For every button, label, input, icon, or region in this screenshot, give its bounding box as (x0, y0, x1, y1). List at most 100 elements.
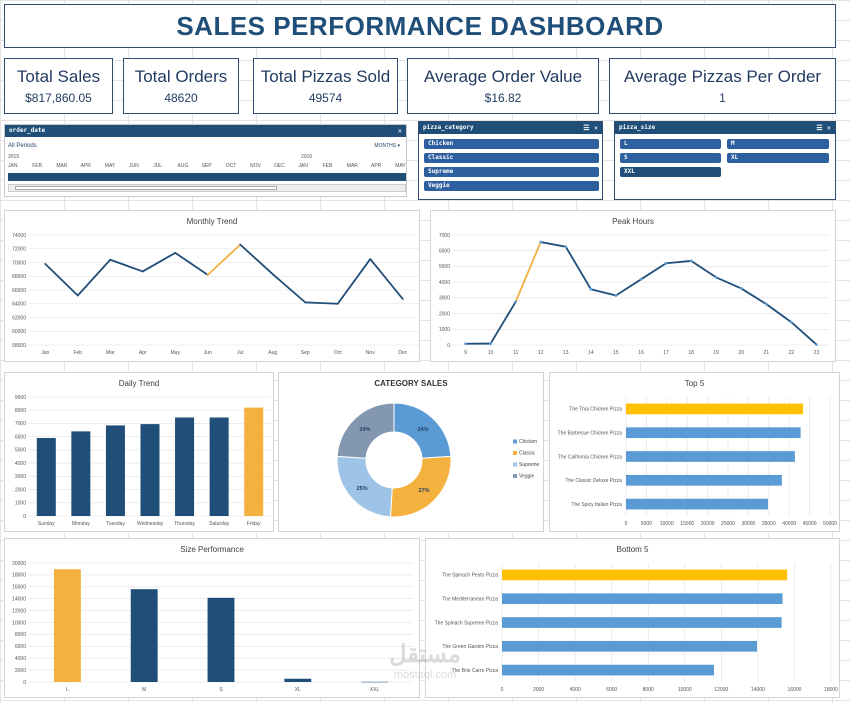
x-tick-label: 9 (464, 350, 467, 356)
timeline-period-bar[interactable] (8, 173, 406, 181)
x-tick-label: 22 (789, 350, 795, 356)
timeline-month-label[interactable]: MAR (56, 163, 68, 169)
x-tick-label: 18000 (824, 687, 838, 693)
timeline-level-selector[interactable]: MONTHS ▾ (374, 143, 400, 149)
size-chip-l[interactable]: L (620, 139, 721, 149)
size-chip-xxl[interactable]: XXL (620, 167, 721, 177)
x-tick-label: 16000 (787, 687, 801, 693)
kpi-value: $817,860.05 (25, 91, 92, 105)
y-tick-label: 2000 (15, 487, 26, 493)
daily-trend-card: Daily Trend 0 1000 2000 3000 4000 5000 6000 700… (4, 372, 274, 532)
line-segment (239, 243, 274, 276)
category-chip-veggie[interactable]: Veggie (424, 181, 599, 191)
y-tick-label: The California Chicken Pizza (558, 454, 622, 460)
y-tick-label: 0 (23, 514, 26, 520)
size-slicer-title: pizza_size (619, 124, 656, 131)
x-tick-label: 12 (538, 350, 544, 356)
y-tick-label: 7000 (439, 233, 450, 239)
y-tick-label: The Thai Chicken Pizza (569, 407, 622, 413)
clear-filter-icon[interactable]: ✕ (397, 127, 402, 135)
x-tick-label: Thursday (174, 521, 195, 527)
x-tick-label: Tuesday (106, 521, 125, 527)
timeline-month-label[interactable]: JUN (129, 163, 139, 169)
timeline-scrollbar[interactable] (8, 184, 406, 192)
line-segment (640, 262, 667, 281)
line-segment (141, 251, 177, 273)
y-tick-label: 3000 (15, 474, 26, 480)
size-slicer[interactable]: pizza_size ☰ ✕ L M S XL XXL (614, 121, 836, 200)
data-point (689, 259, 693, 263)
timeline-month-label[interactable]: AUG (177, 163, 189, 169)
bottom5-card: Bottom 5 0 2000 4000 6000 8000 10000 12000 1400… (425, 538, 840, 698)
size-chip-s[interactable]: S (620, 153, 721, 163)
category-chip-chicken[interactable]: Chicken (424, 139, 599, 149)
timeline-month-label[interactable]: JUL (153, 163, 163, 169)
bar (626, 498, 768, 510)
x-tick-label: Jan (41, 350, 49, 356)
kpi-value: $16.82 (484, 91, 522, 105)
y-tick-label: The Barbecue Chicken Pizza (558, 431, 623, 437)
timeline-slicer[interactable]: order_date ✕ All Periods MONTHS ▾ 2015 2… (4, 124, 407, 197)
legend-label: Supreme (519, 462, 540, 468)
x-tick-label: Apr (139, 350, 147, 356)
timeline-month-label[interactable]: APR (80, 163, 91, 169)
category-chip-supreme[interactable]: Supreme (424, 167, 599, 177)
bar (71, 431, 91, 516)
monthly-trend-card: Monthly Trend 58000 60000 62000 64000 66000 6… (4, 210, 420, 362)
timeline-month-label[interactable]: NOV (250, 163, 261, 169)
slice-label: 24% (359, 427, 370, 433)
y-tick-label: 66000 (12, 288, 26, 294)
bar (53, 569, 81, 682)
y-tick-label: 4000 (15, 656, 26, 662)
size-performance-title: Size Performance (180, 545, 244, 554)
x-tick-label: 17 (663, 350, 669, 356)
timeline-month-label[interactable]: MAY (395, 163, 406, 169)
x-tick-label: 21 (764, 350, 770, 356)
y-tick-label: 0 (447, 343, 450, 349)
y-tick-label: 8000 (15, 632, 26, 638)
y-tick-label: The Green Garden Pizza (442, 644, 498, 650)
timeline-month-label[interactable]: SEP (201, 163, 212, 169)
x-tick-label: 40000 (782, 521, 796, 527)
x-tick-label: 35000 (762, 521, 776, 527)
x-tick-label: Mar (106, 350, 115, 356)
timeline-month-label[interactable]: OCT (225, 163, 237, 169)
timeline-month-label[interactable]: MAY (104, 163, 116, 169)
timeline-month-label[interactable]: DEC (274, 163, 285, 169)
size-chip-xl[interactable]: XL (727, 153, 829, 163)
timeline-month-label[interactable]: JAN (8, 163, 18, 169)
line-segment (715, 276, 743, 290)
timeline-month-label[interactable]: FEB (322, 163, 333, 169)
line-segment (765, 303, 793, 324)
x-tick-label: Aug (268, 350, 277, 356)
x-tick-label: 10 (488, 350, 494, 356)
clear-filter-icon[interactable]: ☰ ✕ (816, 124, 831, 132)
timeline-month-label[interactable]: APR (371, 163, 382, 169)
category-slicer[interactable]: pizza_category ☰ ✕ Chicken Classic Supre… (418, 121, 603, 200)
timeline-month-label[interactable]: FEB (32, 163, 42, 169)
timeline-month-label[interactable]: JAN (298, 163, 308, 169)
x-tick-label: 0 (625, 521, 628, 527)
line-segment (304, 301, 339, 305)
bar (175, 417, 195, 516)
x-tick-label: 6000 (606, 687, 617, 693)
top5-card: Top 5 0 5000 10000 15000 20000 25000 30000 3500… (549, 372, 840, 532)
timeline-month-label[interactable]: MAR (346, 163, 358, 169)
x-tick-label: Oct (334, 350, 342, 356)
timeline-scroll-thumb[interactable] (15, 186, 277, 190)
bar (502, 664, 715, 676)
kpi-total-sales: Total Sales $817,860.05 (4, 58, 113, 114)
y-tick-label: 9000 (15, 395, 26, 401)
x-tick-label: Friday (247, 521, 261, 527)
category-chip-classic[interactable]: Classic (424, 153, 599, 163)
category-sales-title: CATEGORY SALES (374, 379, 448, 388)
x-tick-label: 25000 (721, 521, 735, 527)
size-chip-m[interactable]: M (727, 139, 829, 149)
timeline-header: order_date ✕ (5, 125, 406, 137)
clear-filter-icon[interactable]: ☰ ✕ (583, 124, 598, 132)
kpi-average-order-value: Average Order Value $16.82 (407, 58, 599, 114)
x-tick-label: XXL (370, 687, 380, 693)
y-tick-label: The Mediterranean Pizza (442, 597, 498, 603)
data-point (790, 320, 793, 324)
size-performance-chart: 0 2000 4000 6000 8000 10000 12000 14000 16000 180… (12, 561, 413, 693)
